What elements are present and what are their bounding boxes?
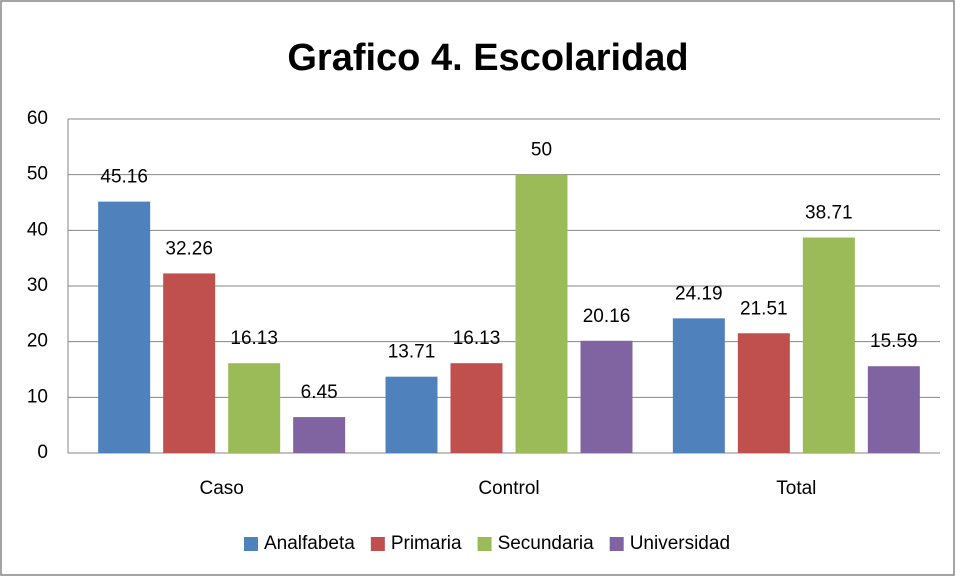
data-label: 45.16	[100, 167, 148, 188]
data-label: 13.71	[388, 342, 436, 363]
y-tick-label: 40	[27, 219, 48, 240]
legend-swatch	[370, 537, 385, 551]
legend-label: Universidad	[630, 533, 730, 554]
bar	[672, 318, 725, 453]
y-tick-label: 10	[27, 386, 48, 407]
data-label: 15.59	[870, 331, 918, 352]
legend-label: Analfabeta	[264, 533, 355, 554]
bar	[163, 273, 216, 453]
y-tick-label: 20	[27, 331, 48, 352]
y-tick-label: 30	[27, 275, 48, 296]
bar	[515, 174, 568, 453]
legend-label: Primaria	[391, 533, 462, 554]
x-tick-label: Total	[776, 478, 816, 499]
data-label: 16.13	[453, 328, 501, 349]
legend-label: Secundaria	[498, 533, 595, 554]
bar	[737, 333, 790, 453]
data-label: 21.51	[740, 298, 788, 319]
chart-title: Grafico 4. Escolaridad	[287, 37, 688, 79]
x-tick-label: Control	[478, 478, 539, 499]
bar	[867, 366, 920, 453]
legend-swatch	[477, 537, 492, 551]
bar	[98, 201, 151, 453]
y-tick-label: 60	[27, 108, 48, 129]
y-tick-label: 0	[37, 442, 48, 463]
data-label: 24.19	[675, 283, 723, 304]
bar	[228, 363, 281, 453]
y-tick-label: 50	[27, 164, 48, 185]
legend-swatch	[243, 537, 258, 551]
data-label: 50	[531, 140, 552, 161]
bar	[385, 376, 438, 453]
data-label: 6.45	[301, 382, 338, 403]
data-label: 20.16	[583, 306, 631, 327]
bar	[293, 417, 346, 453]
bar	[450, 363, 503, 453]
data-label: 38.71	[805, 203, 853, 224]
bar	[580, 340, 633, 453]
data-label: 32.26	[165, 238, 213, 259]
bar	[802, 237, 855, 453]
data-label: 16.13	[230, 328, 278, 349]
x-tick-label: Caso	[199, 478, 243, 499]
legend-swatch	[609, 537, 624, 551]
